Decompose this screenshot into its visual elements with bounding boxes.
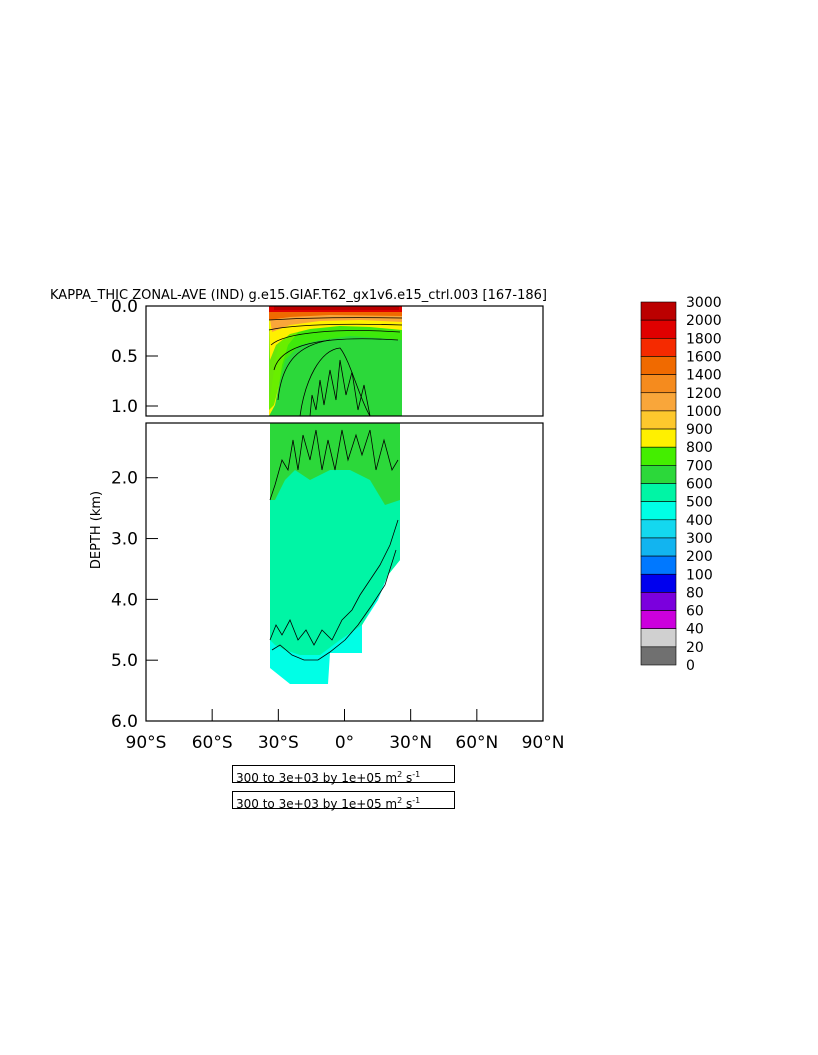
colorbar-swatch xyxy=(640,319,677,339)
colorbar-swatch xyxy=(640,374,677,394)
colorbar-swatch xyxy=(640,555,677,575)
x-tick-label: 90°N xyxy=(522,733,565,753)
colorbar-swatch xyxy=(640,301,677,321)
colorbar-label: 700 xyxy=(686,458,713,474)
y-tick-label: 0.0 xyxy=(111,297,138,317)
colorbar-swatch xyxy=(640,446,677,466)
y-axis-label: DEPTH (km) xyxy=(89,491,104,569)
lower-panel-field xyxy=(269,423,400,684)
x-tick-label: 60°N xyxy=(455,733,498,753)
x-axis: 90°S 60°S 30°S 0° 30°N 60°N 90°N xyxy=(126,709,565,753)
contours-lower xyxy=(269,429,399,661)
colorbar-label: 800 xyxy=(686,440,713,456)
colorbar-swatch xyxy=(640,628,677,648)
contours-upper xyxy=(268,317,403,416)
field-surface-dark xyxy=(274,306,399,310)
x-tick-label: 0° xyxy=(335,733,354,753)
contour-note-2: 300 to 3e+03 by 1e+05 m2 s-1 xyxy=(232,791,455,811)
y-tick-label: 3.0 xyxy=(111,530,138,550)
colorbar-swatch xyxy=(640,537,677,557)
colorbar-label: 100 xyxy=(686,567,713,583)
field-teal-mid xyxy=(270,440,400,655)
y-tick-label: 5.0 xyxy=(111,651,138,671)
x-tick-label: 30°S xyxy=(258,733,299,753)
contour-note-1: 300 to 3e+03 by 1e+05 m2 s-1 xyxy=(232,765,455,785)
y-tick-label: 1.0 xyxy=(111,397,138,417)
colorbar: 3000200018001600140012001000900800700600… xyxy=(640,295,722,674)
y-axis-upper: 0.0 0.5 1.0 xyxy=(111,297,158,417)
y-tick-label: 2.0 xyxy=(111,469,138,489)
colorbar-label: 80 xyxy=(686,585,704,601)
x-tick-label: 30°N xyxy=(389,733,432,753)
colorbar-swatch xyxy=(640,501,677,521)
colorbar-swatch xyxy=(640,483,677,502)
colorbar-label: 900 xyxy=(686,422,713,438)
colorbar-label: 40 xyxy=(686,622,704,638)
colorbar-label: 2000 xyxy=(686,313,722,329)
upper-panel-field xyxy=(268,306,403,416)
colorbar-label: 400 xyxy=(686,513,713,529)
colorbar-label: 1600 xyxy=(686,349,722,365)
colorbar-swatch xyxy=(640,337,677,357)
x-tick-label: 90°S xyxy=(126,733,167,753)
y-axis-lower: 2.0 3.0 4.0 5.0 6.0 xyxy=(111,469,158,732)
colorbar-swatch xyxy=(640,610,677,629)
colorbar-label: 1200 xyxy=(686,386,722,402)
colorbar-label: 200 xyxy=(686,549,713,565)
y-tick-label: 6.0 xyxy=(111,712,138,732)
x-tick-label: 60°S xyxy=(192,733,233,753)
colorbar-swatch xyxy=(640,519,677,539)
colorbar-label: 1000 xyxy=(686,404,722,420)
colorbar-label: 20 xyxy=(686,640,704,656)
colorbar-swatch xyxy=(640,356,677,375)
colorbar-swatch xyxy=(640,410,677,430)
colorbar-label: 0 xyxy=(686,658,695,674)
y-tick-label: 4.0 xyxy=(111,590,138,610)
colorbar-label: 300 xyxy=(686,531,713,547)
y-tick-label: 0.5 xyxy=(111,347,138,367)
colorbar-swatch xyxy=(640,392,677,412)
field-yellow-band xyxy=(269,316,402,360)
field-lime-band xyxy=(269,320,402,410)
colorbar-swatch xyxy=(640,428,677,448)
colorbar-swatch xyxy=(640,465,677,484)
field-green-lower xyxy=(270,423,400,505)
colorbar-label: 1400 xyxy=(686,368,722,384)
colorbar-label: 3000 xyxy=(686,295,722,311)
chart-title: KAPPA_THIC ZONAL-AVE (IND) g.e15.GIAF.T6… xyxy=(50,288,547,303)
colorbar-swatch xyxy=(640,592,677,611)
colorbar-swatch xyxy=(640,573,677,593)
upper-panel-frame xyxy=(145,305,544,417)
colorbar-label: 600 xyxy=(686,477,713,493)
colorbar-label: 60 xyxy=(686,604,704,620)
colorbar-label: 1800 xyxy=(686,331,722,347)
colorbar-label: 500 xyxy=(686,495,713,511)
colorbar-swatch xyxy=(640,646,677,666)
